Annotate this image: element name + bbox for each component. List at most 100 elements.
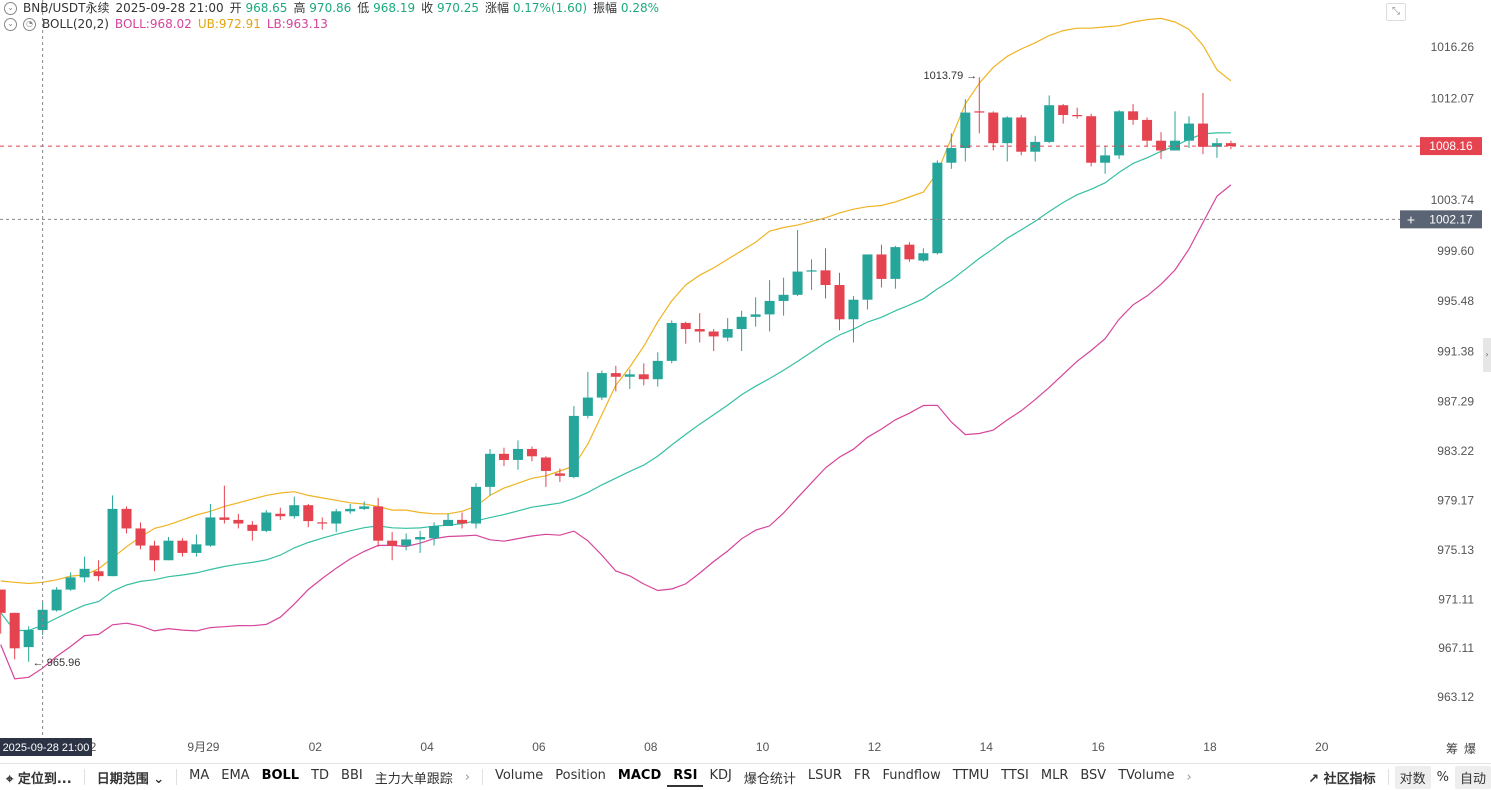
indicator-ttmu[interactable]: TTMU (952, 767, 990, 783)
datetime: 2025-09-28 21:00 (115, 1, 224, 15)
candle-body (862, 254, 873, 300)
x-tick-label: 16 (1091, 740, 1105, 754)
indicator-macd[interactable]: MACD (617, 767, 662, 783)
indicator-volume[interactable]: Volume (494, 767, 544, 783)
sub-indicators: Volume Position MACD RSI KDJ 爆仓统计 LSUR FR Fundfl… (489, 768, 1181, 787)
more-main-icon[interactable]: › (464, 769, 470, 785)
indicator-ema[interactable]: EMA (221, 767, 250, 783)
candle-body (9, 612, 20, 649)
indicator-kdj[interactable]: KDJ (709, 767, 732, 783)
high-annotation: 1013.79 → (923, 70, 977, 82)
indicator-fr[interactable]: FR (853, 767, 871, 783)
indicator-lsur[interactable]: LSUR (807, 767, 842, 783)
candle-body (149, 545, 160, 561)
candle-body (415, 537, 426, 540)
x-tick-label: 9月29 (187, 740, 219, 754)
candle (526, 446, 537, 462)
indicator-rsi[interactable]: RSI (667, 768, 704, 787)
candle-body (568, 415, 579, 478)
candle (624, 369, 635, 390)
community-indicators-button[interactable]: ↗ 社区指标 (1308, 771, 1376, 787)
y-tick-label: 991.38 (1437, 344, 1474, 358)
boll-lb: 963.13 (285, 17, 328, 31)
x-tick-label: 08 (644, 740, 658, 754)
chip-toggle[interactable]: 筹 (1446, 742, 1465, 756)
candle-body (107, 508, 118, 577)
indicator-position[interactable]: Position (555, 767, 606, 783)
date-range-label: 日期范围 (96, 771, 149, 787)
indicator-main_inds5[interactable]: 主力大单跟踪 (374, 771, 453, 787)
candle-body (1114, 111, 1125, 156)
candle (932, 160, 943, 255)
candle (792, 229, 803, 297)
bell-icon[interactable]: ◔ (23, 17, 36, 31)
candle-body (1030, 141, 1041, 152)
indicator-ma[interactable]: MA (189, 767, 210, 783)
indicator-boll[interactable]: BOLL (261, 767, 300, 783)
candle (373, 497, 384, 547)
burst-toggle[interactable]: 爆 (1464, 742, 1483, 756)
x-tick-label: 18 (1203, 740, 1217, 754)
indicator-mlr[interactable]: MLR (1040, 767, 1069, 783)
candle (429, 522, 440, 546)
y-tick-label: 999.60 (1437, 244, 1474, 258)
boll-mid: 968.02 (149, 17, 192, 31)
candle-body (121, 508, 132, 529)
candle (652, 352, 663, 387)
chevron-icon[interactable]: ⌄ (4, 17, 17, 31)
candle (1211, 138, 1222, 158)
candle-body (233, 519, 244, 524)
candle-body (135, 528, 146, 546)
divider (481, 769, 483, 785)
side-collapse-handle[interactable]: › (1483, 338, 1491, 372)
indicator-td[interactable]: TD (311, 767, 330, 783)
indicator-fundflow[interactable]: Fundflow (882, 767, 941, 783)
indicator-tvolume[interactable]: TVolume (1118, 767, 1175, 783)
x-tick-label: 12 (868, 740, 882, 754)
collapse-icon[interactable]: ⌄ (4, 1, 17, 15)
y-tick-label: 987.29 (1437, 394, 1474, 408)
log-scale-button[interactable]: 对数 (1394, 765, 1431, 789)
y-tick-label: 1003.74 (1431, 193, 1475, 207)
candle-body (345, 508, 356, 512)
candle (93, 560, 104, 582)
candle-body (65, 577, 76, 590)
more-sub-icon[interactable]: › (1186, 769, 1192, 785)
candle-body (708, 331, 719, 337)
expand-icon[interactable]: ⤡ (1386, 3, 1406, 21)
candle (247, 521, 258, 541)
indicator-bbi[interactable]: BBI (341, 767, 363, 783)
locate-button[interactable]: ⌖ 定位到... (6, 771, 72, 787)
x-tick-label: 10 (756, 740, 770, 754)
candle-body (163, 540, 174, 561)
auto-scale-button[interactable]: 自动 (1454, 765, 1491, 789)
bottom-toolbar: ⌖ 定位到... 日期范围 ⌄ MA EMA BOLL TD BBI 主力大单跟踪 › V… (0, 763, 1491, 790)
candlestick-chart[interactable]: 1016.26 1012.07 1008.16 1003.74 999.60 995.48… (0, 0, 1491, 762)
indicator-ttsi[interactable]: TTSI (1001, 767, 1029, 783)
candle-body (848, 299, 859, 320)
indicator-bsv[interactable]: BSV (1080, 767, 1107, 783)
candle (722, 318, 733, 342)
candle (736, 310, 747, 352)
indicator-sub_inds5[interactable]: 爆仓统计 (743, 771, 796, 787)
y-tick-label: 975.13 (1437, 543, 1474, 557)
candle-body (373, 506, 384, 541)
candle-body (666, 322, 677, 361)
y-tick-label: 967.11 (1438, 641, 1474, 655)
candle (960, 99, 971, 162)
candle-body (988, 112, 999, 144)
amp-value: 0.28% (620, 1, 659, 15)
candle-body (23, 629, 34, 648)
y-tick-label: 1016.26 (1431, 40, 1475, 54)
percent-scale-button[interactable]: % (1436, 769, 1449, 785)
candle (834, 272, 845, 331)
candle-body (51, 589, 62, 611)
candle-body (596, 373, 607, 398)
candle (219, 485, 230, 524)
x-axis: 2 9月29 02 04 06 08 10 12 14 16 18 20 (90, 740, 1329, 754)
date-range-button[interactable]: 日期范围 ⌄ (96, 771, 165, 787)
candle-body (806, 270, 817, 272)
close-value: 970.25 (436, 1, 479, 15)
candle-body (205, 517, 216, 546)
candle (1016, 115, 1027, 156)
